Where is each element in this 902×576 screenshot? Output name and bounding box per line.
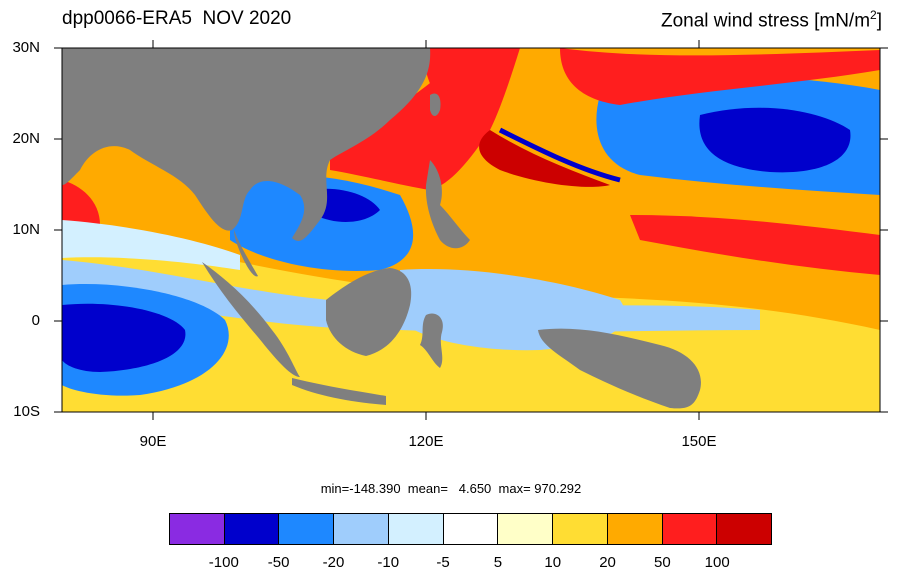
figure-title: dpp0066-ERA5 NOV 2020 (62, 8, 292, 29)
colorbar-swatch (607, 514, 663, 544)
field-strait-red (420, 48, 470, 100)
land-taiwan (430, 93, 441, 116)
field-jet-blue-streak (498, 127, 621, 183)
colorbar-swatch (662, 514, 718, 544)
colorbar-tick-label: 50 (654, 554, 671, 571)
field-bay-red (62, 180, 100, 231)
land-new-guinea (538, 328, 701, 409)
field-taiwan-red (330, 48, 520, 190)
axis-ticks (54, 40, 888, 420)
colorbar-tick-label: -10 (377, 554, 400, 571)
land-asia (62, 48, 431, 241)
land-sulawesi (420, 313, 443, 368)
field-pacific-red-band (630, 215, 880, 275)
colorbar-swatch (717, 514, 772, 544)
colorbar-tick-label: 100 (704, 554, 730, 571)
colorbar-swatch (553, 514, 608, 544)
variable-title-end: ] (876, 10, 882, 32)
field-statistics: min=-148.390 mean= 4.650 max= 970.292 (320, 481, 582, 496)
field-npac-darkblue (699, 107, 851, 173)
lon-tick-label: 120E (408, 433, 444, 450)
variable-title-text: Zonal wind stress [mN/m (660, 10, 871, 32)
lon-tick-label: 90E (139, 433, 167, 450)
lat-tick-label: 0 (31, 312, 40, 329)
map-plot (54, 40, 888, 420)
colorbar-tick-label: 5 (493, 554, 503, 571)
field-bay-orange (62, 173, 200, 215)
colorbar-swatch (443, 514, 499, 544)
land-philippines (425, 160, 470, 249)
land-borneo (326, 268, 412, 356)
colorbar-tick-label: -50 (267, 554, 290, 571)
colorbar-swatch (334, 514, 389, 544)
colorbar-swatch (498, 514, 554, 544)
unit-exponent: 2 (870, 8, 877, 22)
lon-tick-label: 150E (681, 433, 717, 450)
lat-tick-label: 20N (12, 130, 40, 147)
lat-tick-label: 30N (12, 39, 40, 56)
wind-stress-field (62, 48, 880, 412)
field-north-red (560, 48, 880, 105)
field-scs-darkblue (310, 188, 380, 222)
colorbar-swatch (224, 514, 280, 544)
colorbar-tick-label: -5 (436, 554, 450, 571)
colorbar-tick-label: -20 (322, 554, 345, 571)
colorbar-tick-label: 10 (544, 554, 562, 571)
field-bay-pale (62, 220, 240, 270)
land-java (292, 378, 386, 405)
field-jet-darkred (479, 130, 610, 187)
lat-tick-label: 10S (13, 403, 40, 420)
variable-title: Zonal wind stress [mN/m2] (661, 8, 882, 32)
colorbar-tick-label: -100 (208, 554, 239, 571)
colorbar-swatch (388, 514, 444, 544)
field-indian-ocean-darkblue (62, 303, 186, 372)
colorbar (169, 513, 772, 545)
land-sumatra (202, 262, 300, 377)
colorbar-tick-label: 20 (599, 554, 616, 571)
colorbar-swatch (279, 514, 335, 544)
colorbar-swatch (170, 514, 225, 544)
lat-tick-label: 10N (12, 221, 40, 238)
